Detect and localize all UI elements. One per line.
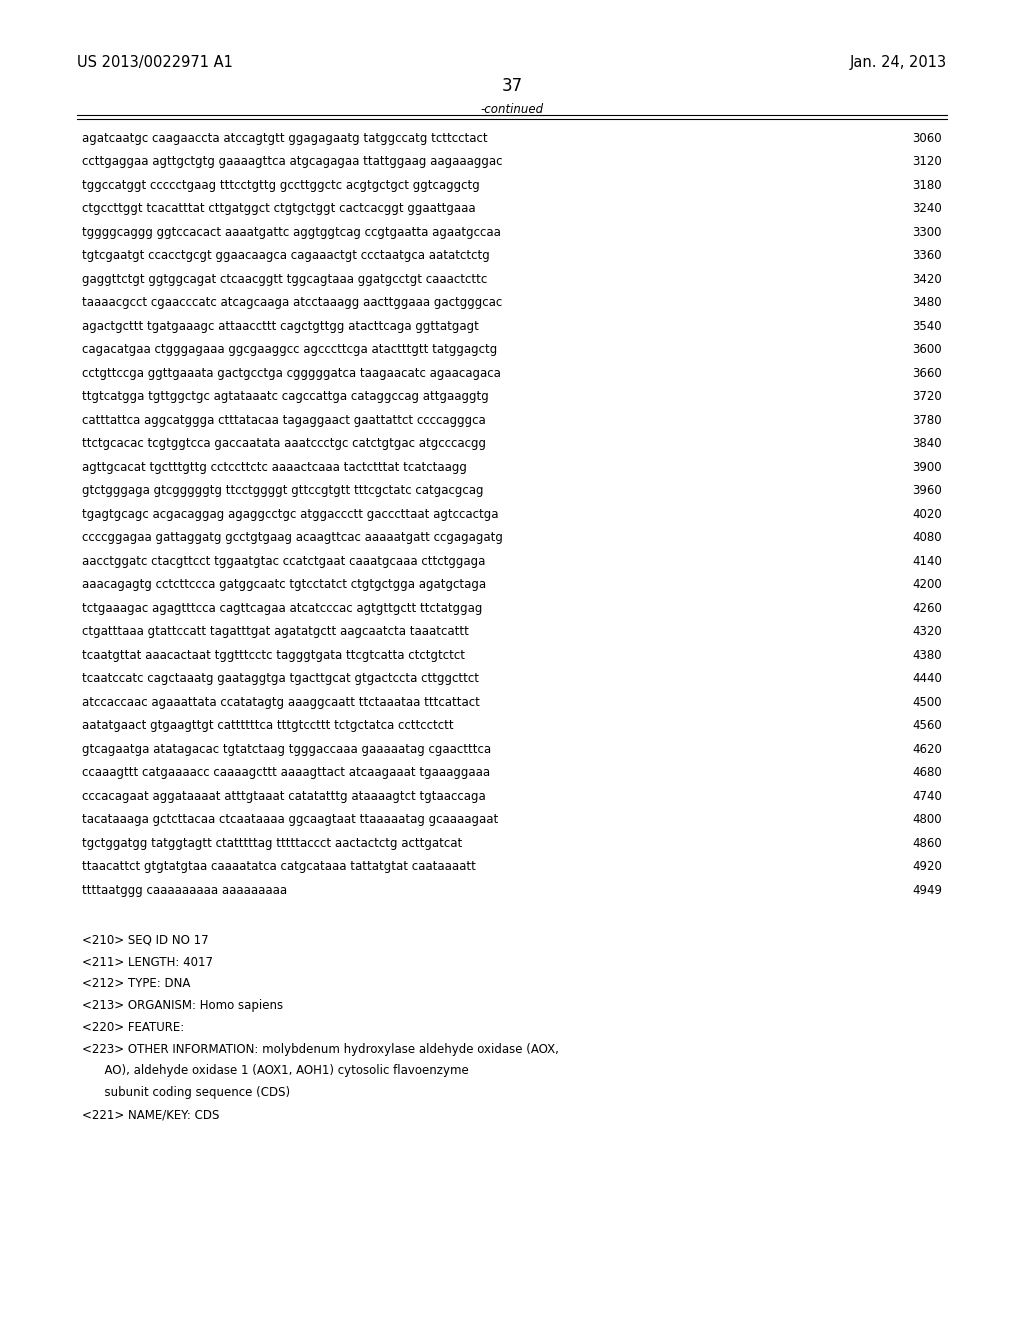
Text: aacctggatc ctacgttcct tggaatgtac ccatctgaat caaatgcaaa cttctggaga: aacctggatc ctacgttcct tggaatgtac ccatctg…	[82, 554, 485, 568]
Text: 4320: 4320	[912, 626, 942, 639]
Text: <212> TYPE: DNA: <212> TYPE: DNA	[82, 977, 190, 990]
Text: <223> OTHER INFORMATION: molybdenum hydroxylase aldehyde oxidase (AOX,: <223> OTHER INFORMATION: molybdenum hydr…	[82, 1043, 559, 1056]
Text: <220> FEATURE:: <220> FEATURE:	[82, 1020, 184, 1034]
Text: ttttaatggg caaaaaaaaa aaaaaaaaa: ttttaatggg caaaaaaaaa aaaaaaaaa	[82, 884, 287, 896]
Text: 37: 37	[502, 77, 522, 95]
Text: 3540: 3540	[912, 319, 942, 333]
Text: ttgtcatgga tgttggctgc agtataaatc cagccattga cataggccag attgaaggtg: ttgtcatgga tgttggctgc agtataaatc cagccat…	[82, 391, 488, 404]
Text: tcaatccatc cagctaaatg gaataggtga tgacttgcat gtgactccta cttggcttct: tcaatccatc cagctaaatg gaataggtga tgacttg…	[82, 672, 479, 685]
Text: AO), aldehyde oxidase 1 (AOX1, AOH1) cytosolic flavoenzyme: AO), aldehyde oxidase 1 (AOX1, AOH1) cyt…	[82, 1064, 469, 1077]
Text: gaggttctgt ggtggcagat ctcaacggtt tggcagtaaa ggatgcctgt caaactcttc: gaggttctgt ggtggcagat ctcaacggtt tggcagt…	[82, 273, 487, 286]
Text: 4200: 4200	[912, 578, 942, 591]
Text: 3240: 3240	[912, 202, 942, 215]
Text: 4860: 4860	[912, 837, 942, 850]
Text: 3720: 3720	[912, 391, 942, 404]
Text: 3420: 3420	[912, 273, 942, 286]
Text: tctgaaagac agagtttcca cagttcagaa atcatcccac agtgttgctt ttctatggag: tctgaaagac agagtttcca cagttcagaa atcatcc…	[82, 602, 482, 615]
Text: 3900: 3900	[912, 461, 942, 474]
Text: tgagtgcagc acgacaggag agaggcctgc atggaccctt gacccttaat agtccactga: tgagtgcagc acgacaggag agaggcctgc atggacc…	[82, 508, 499, 521]
Text: ccccggagaa gattaggatg gcctgtgaag acaagttcac aaaaatgatt ccgagagatg: ccccggagaa gattaggatg gcctgtgaag acaagtt…	[82, 532, 503, 544]
Text: tgtcgaatgt ccacctgcgt ggaacaagca cagaaactgt ccctaatgca aatatctctg: tgtcgaatgt ccacctgcgt ggaacaagca cagaaac…	[82, 249, 489, 263]
Text: cctgttccga ggttgaaata gactgcctga cgggggatca taagaacatc agaacagaca: cctgttccga ggttgaaata gactgcctga cggggga…	[82, 367, 501, 380]
Text: Jan. 24, 2013: Jan. 24, 2013	[850, 55, 947, 70]
Text: agttgcacat tgctttgttg cctccttctc aaaactcaaa tactctttat tcatctaagg: agttgcacat tgctttgttg cctccttctc aaaactc…	[82, 461, 467, 474]
Text: 4140: 4140	[912, 554, 942, 568]
Text: 4500: 4500	[912, 696, 942, 709]
Text: ttaacattct gtgtatgtaa caaaatatca catgcataaa tattatgtat caataaaatt: ttaacattct gtgtatgtaa caaaatatca catgcat…	[82, 861, 476, 874]
Text: taaaacgcct cgaacccatc atcagcaaga atcctaaagg aacttggaaa gactgggcac: taaaacgcct cgaacccatc atcagcaaga atcctaa…	[82, 297, 502, 309]
Text: 4800: 4800	[912, 813, 942, 826]
Text: 3060: 3060	[912, 132, 942, 145]
Text: <210> SEQ ID NO 17: <210> SEQ ID NO 17	[82, 933, 209, 946]
Text: 4080: 4080	[912, 532, 942, 544]
Text: tggggcaggg ggtccacact aaaatgattc aggtggtcag ccgtgaatta agaatgccaa: tggggcaggg ggtccacact aaaatgattc aggtggt…	[82, 226, 501, 239]
Text: 3120: 3120	[912, 156, 942, 169]
Text: gtcagaatga atatagacac tgtatctaag tgggaccaaa gaaaaatag cgaactttca: gtcagaatga atatagacac tgtatctaag tgggacc…	[82, 743, 492, 756]
Text: cccacagaat aggataaaat atttgtaaat catatatttg ataaaagtct tgtaaccaga: cccacagaat aggataaaat atttgtaaat catatat…	[82, 789, 485, 803]
Text: <213> ORGANISM: Homo sapiens: <213> ORGANISM: Homo sapiens	[82, 999, 283, 1012]
Text: tggccatggt ccccctgaag tttcctgttg gccttggctc acgtgctgct ggtcaggctg: tggccatggt ccccctgaag tttcctgttg gccttgg…	[82, 180, 479, 191]
Text: ctgccttggt tcacatttat cttgatggct ctgtgctggt cactcacggt ggaattgaaa: ctgccttggt tcacatttat cttgatggct ctgtgct…	[82, 202, 475, 215]
Text: <211> LENGTH: 4017: <211> LENGTH: 4017	[82, 956, 213, 969]
Text: 3300: 3300	[912, 226, 942, 239]
Text: ctgatttaaa gtattccatt tagatttgat agatatgctt aagcaatcta taaatcattt: ctgatttaaa gtattccatt tagatttgat agatatg…	[82, 626, 469, 639]
Text: tacataaaga gctcttacaa ctcaataaaa ggcaagtaat ttaaaaatag gcaaaagaat: tacataaaga gctcttacaa ctcaataaaa ggcaagt…	[82, 813, 498, 826]
Text: 4260: 4260	[912, 602, 942, 615]
Text: 4560: 4560	[912, 719, 942, 733]
Text: ccttgaggaa agttgctgtg gaaaagttca atgcagagaa ttattggaag aagaaaggac: ccttgaggaa agttgctgtg gaaaagttca atgcaga…	[82, 156, 503, 169]
Text: 4920: 4920	[912, 861, 942, 874]
Text: -continued: -continued	[480, 103, 544, 116]
Text: 3600: 3600	[912, 343, 942, 356]
Text: catttattca aggcatggga ctttatacaa tagaggaact gaattattct ccccagggca: catttattca aggcatggga ctttatacaa tagagga…	[82, 414, 485, 426]
Text: 3960: 3960	[912, 484, 942, 498]
Text: 3840: 3840	[912, 437, 942, 450]
Text: subunit coding sequence (CDS): subunit coding sequence (CDS)	[82, 1086, 290, 1100]
Text: 4020: 4020	[912, 508, 942, 521]
Text: 3780: 3780	[912, 414, 942, 426]
Text: 4949: 4949	[912, 884, 942, 896]
Text: 4620: 4620	[912, 743, 942, 756]
Text: <221> NAME/KEY: CDS: <221> NAME/KEY: CDS	[82, 1107, 219, 1121]
Text: US 2013/0022971 A1: US 2013/0022971 A1	[77, 55, 232, 70]
Text: agactgcttt tgatgaaagc attaaccttt cagctgttgg atacttcaga ggttatgagt: agactgcttt tgatgaaagc attaaccttt cagctgt…	[82, 319, 479, 333]
Text: 3360: 3360	[912, 249, 942, 263]
Text: ccaaagttt catgaaaacc caaaagcttt aaaagttact atcaagaaat tgaaaggaaa: ccaaagttt catgaaaacc caaaagcttt aaaagtta…	[82, 767, 490, 779]
Text: 4440: 4440	[912, 672, 942, 685]
Text: 4740: 4740	[912, 789, 942, 803]
Text: gtctgggaga gtcgggggtg ttcctggggt gttccgtgtt tttcgctatc catgacgcag: gtctgggaga gtcgggggtg ttcctggggt gttccgt…	[82, 484, 483, 498]
Text: 3660: 3660	[912, 367, 942, 380]
Text: atccaccaac agaaattata ccatatagtg aaaggcaatt ttctaaataa tttcattact: atccaccaac agaaattata ccatatagtg aaaggca…	[82, 696, 480, 709]
Text: tgctggatgg tatggtagtt ctatttttag tttttaccct aactactctg acttgatcat: tgctggatgg tatggtagtt ctatttttag tttttac…	[82, 837, 462, 850]
Text: cagacatgaa ctgggagaaa ggcgaaggcc agcccttcga atactttgtt tatggagctg: cagacatgaa ctgggagaaa ggcgaaggcc agccctt…	[82, 343, 498, 356]
Text: aaacagagtg cctcttccca gatggcaatc tgtcctatct ctgtgctgga agatgctaga: aaacagagtg cctcttccca gatggcaatc tgtccta…	[82, 578, 486, 591]
Text: ttctgcacac tcgtggtcca gaccaatata aaatccctgc catctgtgac atgcccacgg: ttctgcacac tcgtggtcca gaccaatata aaatccc…	[82, 437, 486, 450]
Text: 4680: 4680	[912, 767, 942, 779]
Text: tcaatgttat aaacactaat tggtttcctc tagggtgata ttcgtcatta ctctgtctct: tcaatgttat aaacactaat tggtttcctc tagggtg…	[82, 649, 465, 661]
Text: agatcaatgc caagaaccta atccagtgtt ggagagaatg tatggccatg tcttcctact: agatcaatgc caagaaccta atccagtgtt ggagaga…	[82, 132, 487, 145]
Text: 4380: 4380	[912, 649, 942, 661]
Text: aatatgaact gtgaagttgt cattttttca tttgtccttt tctgctatca ccttcctctt: aatatgaact gtgaagttgt cattttttca tttgtcc…	[82, 719, 454, 733]
Text: 3180: 3180	[912, 180, 942, 191]
Text: 3480: 3480	[912, 297, 942, 309]
